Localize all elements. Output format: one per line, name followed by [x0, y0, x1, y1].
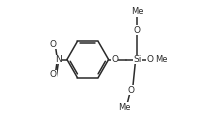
Text: O: O: [147, 55, 154, 64]
Text: O: O: [134, 26, 141, 35]
Text: Si: Si: [133, 55, 141, 64]
Text: O: O: [50, 70, 57, 79]
Text: Me: Me: [118, 103, 131, 112]
Text: O: O: [111, 55, 118, 64]
Text: Me: Me: [155, 55, 167, 64]
Text: O: O: [128, 86, 135, 95]
Text: O: O: [50, 40, 57, 49]
Text: N: N: [55, 55, 62, 64]
Text: Me: Me: [131, 7, 143, 16]
